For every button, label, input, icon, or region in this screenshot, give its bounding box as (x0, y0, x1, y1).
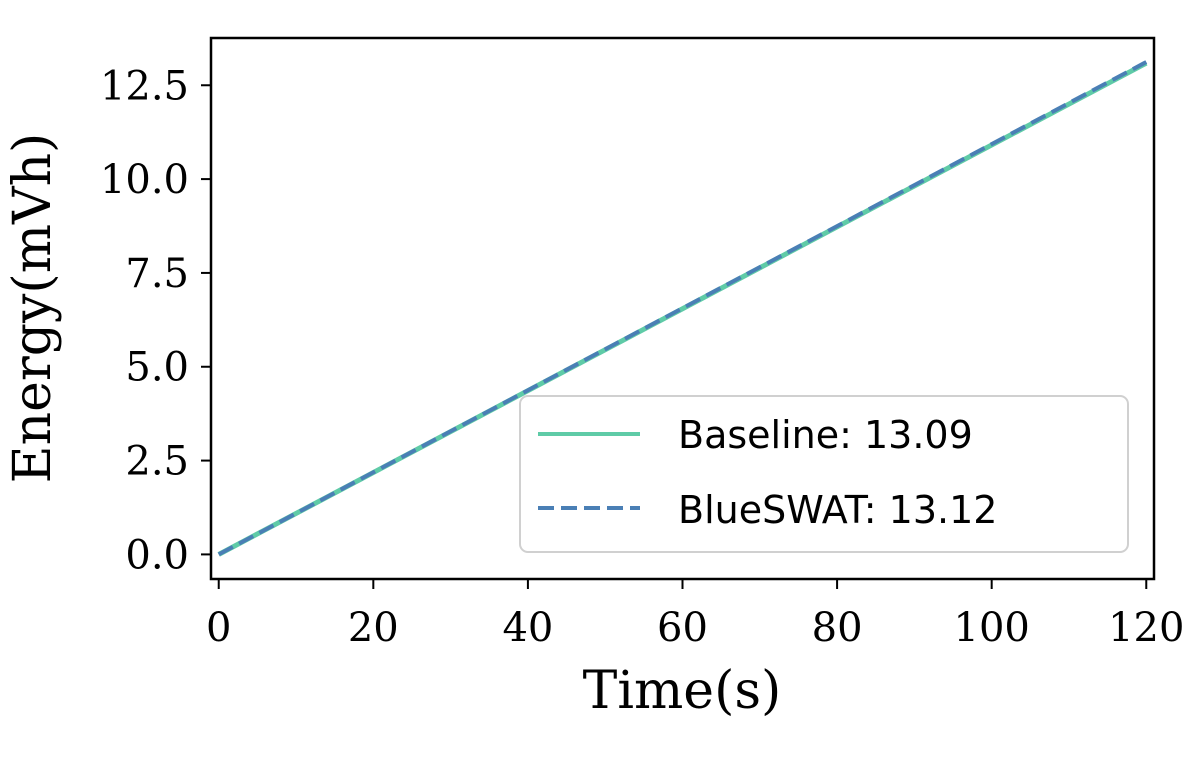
x-tick-label: 60 (657, 605, 708, 651)
x-tick-label: 0 (206, 605, 231, 651)
series-lines (217, 60, 1148, 557)
y-axis-label: Energy(mVh) (3, 133, 63, 484)
legend-label-baseline: Baseline: 13.09 (678, 413, 973, 457)
x-tick-label: 80 (812, 605, 863, 651)
x-tick-label: 100 (954, 605, 1030, 651)
legend: Baseline: 13.09 BlueSWAT: 13.12 (519, 395, 1129, 553)
y-tick-label: 2.5 (125, 439, 189, 485)
y-tick-label: 0.0 (125, 532, 189, 578)
y-tick-label: 5.0 (125, 345, 189, 391)
x-axis-label: Time(s) (583, 661, 782, 721)
series-line-blueswat (217, 60, 1148, 557)
legend-box (519, 395, 1129, 553)
y-tick-label: 10.0 (100, 157, 189, 203)
x-tick-label: 120 (1108, 605, 1184, 651)
legend-label-blueswat: BlueSWAT: 13.12 (678, 488, 997, 532)
y-tick-label: 7.5 (125, 251, 189, 297)
x-tick-label: 20 (348, 605, 399, 651)
x-axis-ticks: 0 20 40 60 80 100 120 (206, 579, 1184, 651)
y-axis-ticks: 0.0 2.5 5.0 7.5 10.0 12.5 (100, 63, 211, 578)
y-tick-label: 12.5 (100, 63, 189, 109)
x-tick-label: 40 (502, 605, 553, 651)
